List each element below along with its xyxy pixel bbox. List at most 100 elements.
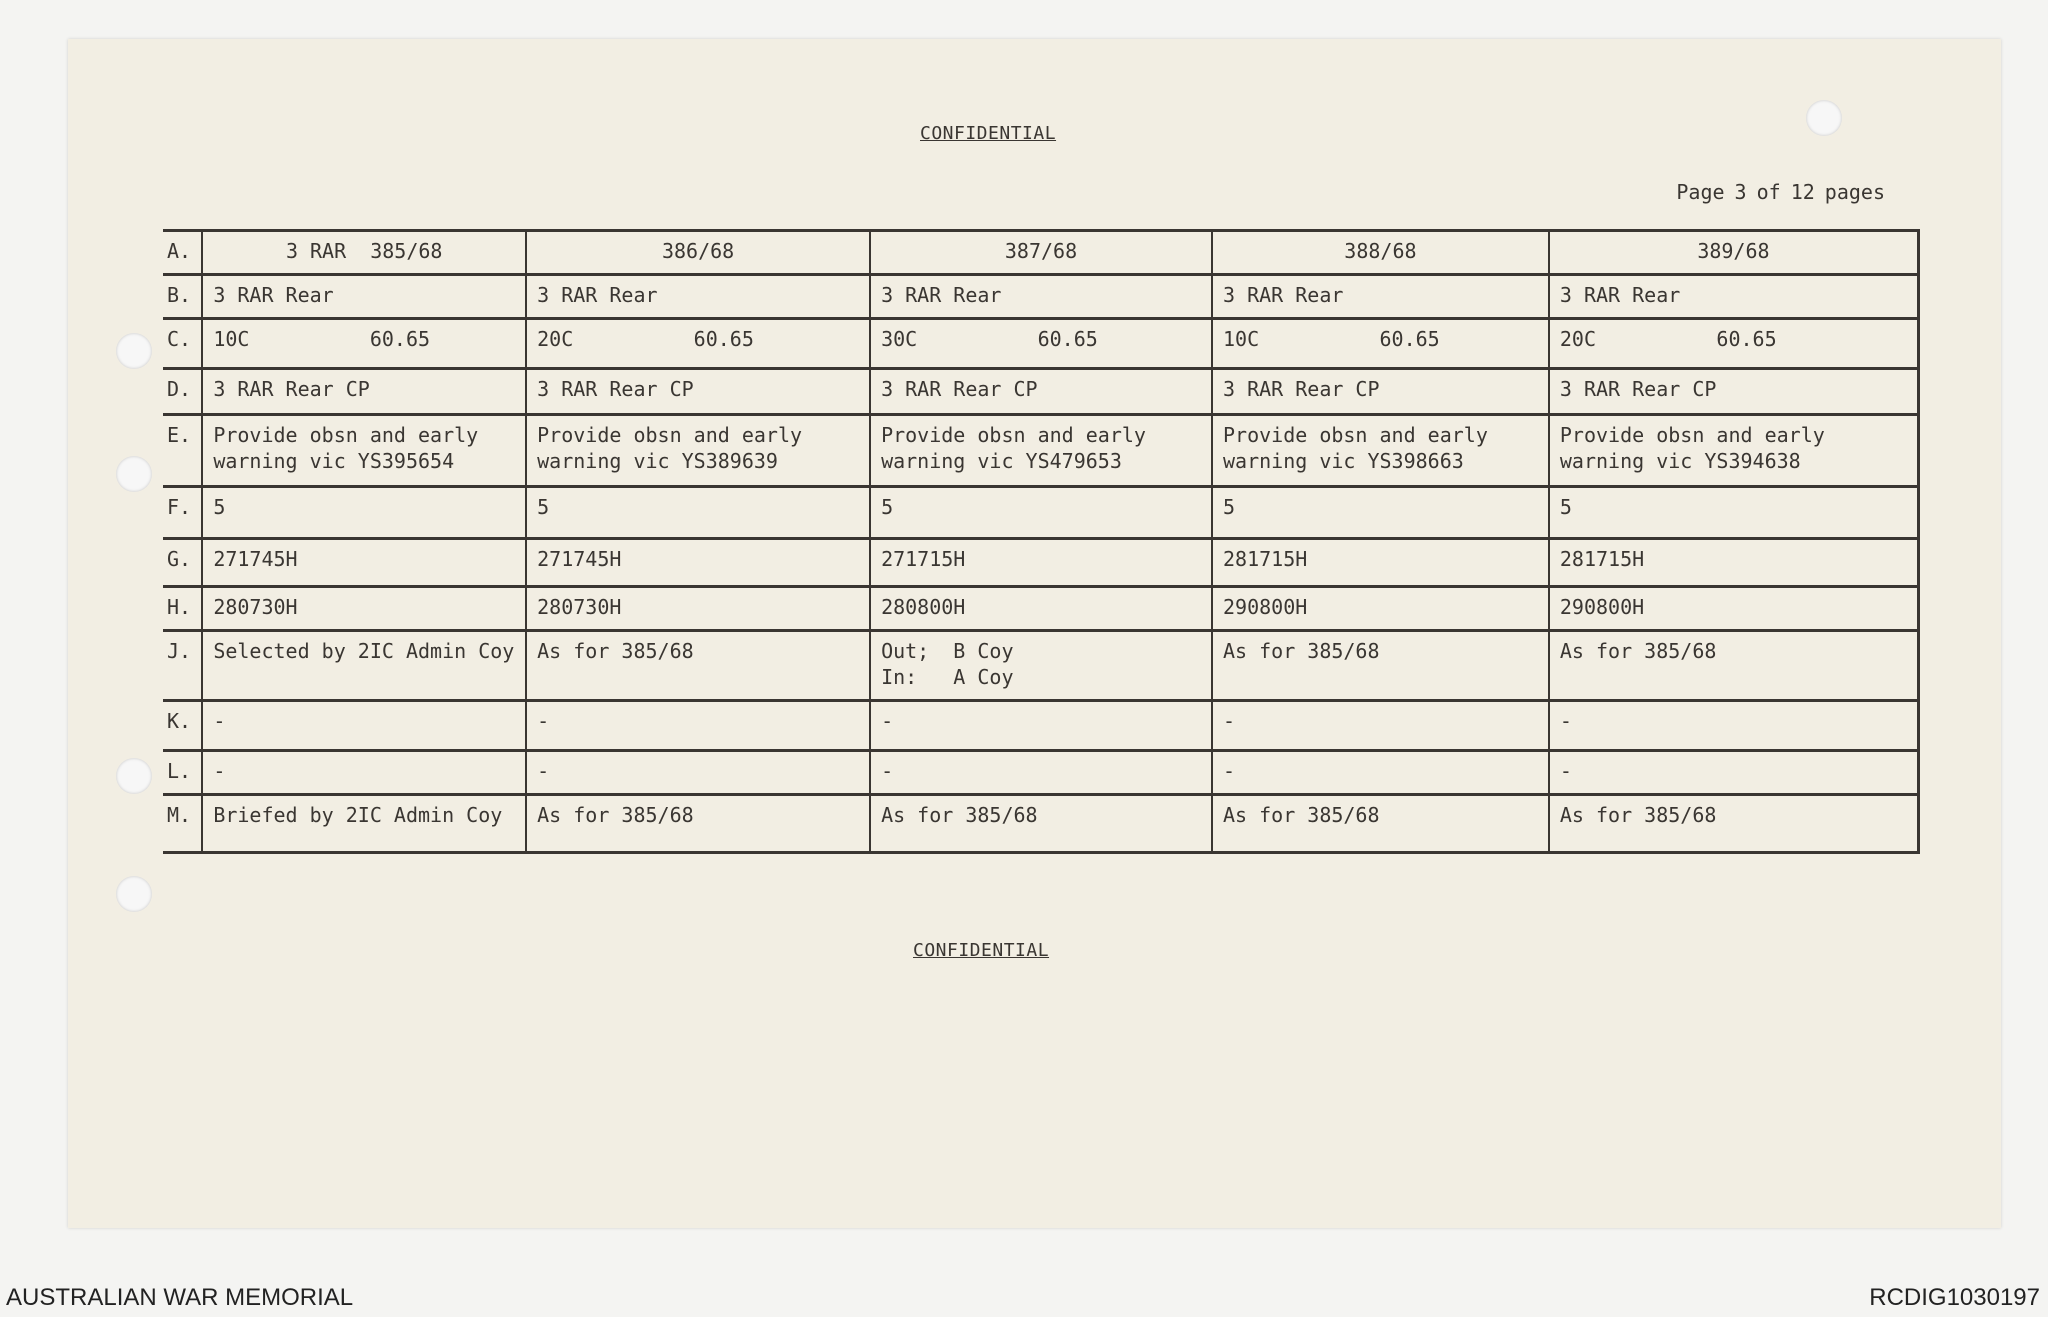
table-cell: 5 bbox=[869, 485, 1213, 540]
row-label: C. bbox=[163, 317, 204, 370]
page-total: 12 bbox=[1790, 180, 1815, 204]
table-cell: 3 RAR 385/68 bbox=[201, 229, 528, 276]
table-row: C. 10C 60.65 20C 60.65 30C 60.65 10C 60.65 20… bbox=[163, 317, 1920, 370]
table-cell: Provide obsn and early warning vic YS395… bbox=[201, 413, 528, 488]
table-cell: - bbox=[869, 749, 1213, 796]
table-cell: - bbox=[201, 699, 528, 752]
row-label: H. bbox=[163, 585, 204, 632]
table-cell: 5 bbox=[1547, 485, 1920, 540]
row-label: A. bbox=[163, 229, 204, 276]
table-cell: Out; B Coy In: A Coy bbox=[869, 629, 1213, 702]
row-label: D. bbox=[163, 367, 204, 416]
table-cell: 386/68 bbox=[525, 229, 872, 276]
table-cell: 3 RAR Rear bbox=[525, 273, 872, 320]
task-table: A. 3 RAR 385/68 386/68 387/68 388/68 389/68 B.… bbox=[163, 229, 1920, 854]
table-cell: 281715H bbox=[1547, 537, 1920, 588]
table-cell: 3 RAR Rear bbox=[201, 273, 528, 320]
row-label: J. bbox=[163, 629, 204, 702]
table-row: L. - - - - - bbox=[163, 749, 1920, 796]
table-cell: 3 RAR Rear CP bbox=[1210, 367, 1550, 416]
table-cell: As for 385/68 bbox=[1210, 793, 1550, 854]
page-number: Page 3 of 12 pages bbox=[1676, 180, 1895, 204]
table-cell: 5 bbox=[525, 485, 872, 540]
punch-hole bbox=[116, 758, 152, 794]
page-label: Page bbox=[1676, 180, 1725, 204]
row-label: F. bbox=[163, 485, 204, 540]
table-cell: 20C 60.65 bbox=[525, 317, 872, 370]
table-cell: 5 bbox=[201, 485, 528, 540]
table-cell: 271745H bbox=[201, 537, 528, 588]
table-row: G. 271745H 271745H 271715H 281715H 281715H bbox=[163, 537, 1920, 588]
table-cell: - bbox=[525, 749, 872, 796]
table-cell: As for 385/68 bbox=[525, 793, 872, 854]
table-cell: - bbox=[869, 699, 1213, 752]
row-label: K. bbox=[163, 699, 204, 752]
table-cell: Provide obsn and early warning vic YS389… bbox=[525, 413, 872, 488]
table-cell: As for 385/68 bbox=[1547, 629, 1920, 702]
table-cell: 10C 60.65 bbox=[201, 317, 528, 370]
table-row: F. 5 5 5 5 5 bbox=[163, 485, 1920, 540]
classification-footer: CONFIDENTIAL bbox=[913, 940, 1050, 961]
table-cell: As for 385/68 bbox=[1547, 793, 1920, 854]
table-cell: 20C 60.65 bbox=[1547, 317, 1920, 370]
table-cell: - bbox=[1547, 699, 1920, 752]
table-cell: 3 RAR Rear CP bbox=[1547, 367, 1920, 416]
table-cell: Selected by 2IC Admin Coy bbox=[201, 629, 528, 702]
table-row: J. Selected by 2IC Admin Coy As for 385/68… bbox=[163, 629, 1920, 702]
table-cell: - bbox=[201, 749, 528, 796]
table-cell: Briefed by 2IC Admin Coy bbox=[201, 793, 528, 854]
row-label: G. bbox=[163, 537, 204, 588]
classification-header: CONFIDENTIAL bbox=[920, 123, 1057, 144]
page-current: 3 bbox=[1734, 180, 1747, 204]
table-cell: 290800H bbox=[1210, 585, 1550, 632]
table-cell: 30C 60.65 bbox=[869, 317, 1213, 370]
table-cell: Provide obsn and early warning vic YS398… bbox=[1210, 413, 1550, 488]
table-cell: - bbox=[1210, 749, 1550, 796]
table-cell: As for 385/68 bbox=[1210, 629, 1550, 702]
watermark-left: AUSTRALIAN WAR MEMORIAL bbox=[6, 1284, 354, 1311]
row-label: E. bbox=[163, 413, 204, 488]
table-row: M. Briefed by 2IC Admin Coy As for 385/68 A… bbox=[163, 793, 1920, 854]
table-cell: 3 RAR Rear bbox=[869, 273, 1213, 320]
table-cell: 280730H bbox=[525, 585, 872, 632]
table-cell: 290800H bbox=[1547, 585, 1920, 632]
row-label: M. bbox=[163, 793, 204, 854]
punch-hole bbox=[1806, 100, 1842, 136]
watermark-right: RCDIG1030197 bbox=[1869, 1284, 2040, 1311]
punch-hole bbox=[116, 333, 152, 369]
table-cell: 5 bbox=[1210, 485, 1550, 540]
table-cell: 3 RAR Rear CP bbox=[201, 367, 528, 416]
table-cell: 280730H bbox=[201, 585, 528, 632]
table-cell: 3 RAR Rear CP bbox=[525, 367, 872, 416]
table-cell: As for 385/68 bbox=[869, 793, 1213, 854]
page-unit: pages bbox=[1824, 180, 1885, 204]
table-row: H. 280730H 280730H 280800H 290800H 290800H bbox=[163, 585, 1920, 632]
table-cell: 388/68 bbox=[1210, 229, 1550, 276]
table-cell: Provide obsn and early warning vic YS479… bbox=[869, 413, 1213, 488]
table-cell: 3 RAR Rear bbox=[1547, 273, 1920, 320]
table-cell: - bbox=[1547, 749, 1920, 796]
row-label: L. bbox=[163, 749, 204, 796]
table-cell: 3 RAR Rear CP bbox=[869, 367, 1213, 416]
table-cell: - bbox=[1210, 699, 1550, 752]
table-row: D. 3 RAR Rear CP 3 RAR Rear CP 3 RAR Rear C… bbox=[163, 367, 1920, 416]
table-row: A. 3 RAR 385/68 386/68 387/68 388/68 389/68 bbox=[163, 229, 1920, 276]
page-of: of bbox=[1756, 180, 1781, 204]
table-cell: 271745H bbox=[525, 537, 872, 588]
punch-hole bbox=[116, 876, 152, 912]
punch-hole bbox=[116, 456, 152, 492]
table-cell: 271715H bbox=[869, 537, 1213, 588]
table-row: B. 3 RAR Rear 3 RAR Rear 3 RAR Rear 3 RAR Re… bbox=[163, 273, 1920, 320]
table-cell: 280800H bbox=[869, 585, 1213, 632]
table-cell: 387/68 bbox=[869, 229, 1213, 276]
table-cell: - bbox=[525, 699, 872, 752]
table-row: K. - - - - - bbox=[163, 699, 1920, 752]
row-label: B. bbox=[163, 273, 204, 320]
table-row: E. Provide obsn and early warning vic YS3… bbox=[163, 413, 1920, 488]
table-cell: Provide obsn and early warning vic YS394… bbox=[1547, 413, 1920, 488]
table-cell: 3 RAR Rear bbox=[1210, 273, 1550, 320]
table-cell: As for 385/68 bbox=[525, 629, 872, 702]
table-cell: 281715H bbox=[1210, 537, 1550, 588]
table-cell: 10C 60.65 bbox=[1210, 317, 1550, 370]
table-cell: 389/68 bbox=[1547, 229, 1920, 276]
